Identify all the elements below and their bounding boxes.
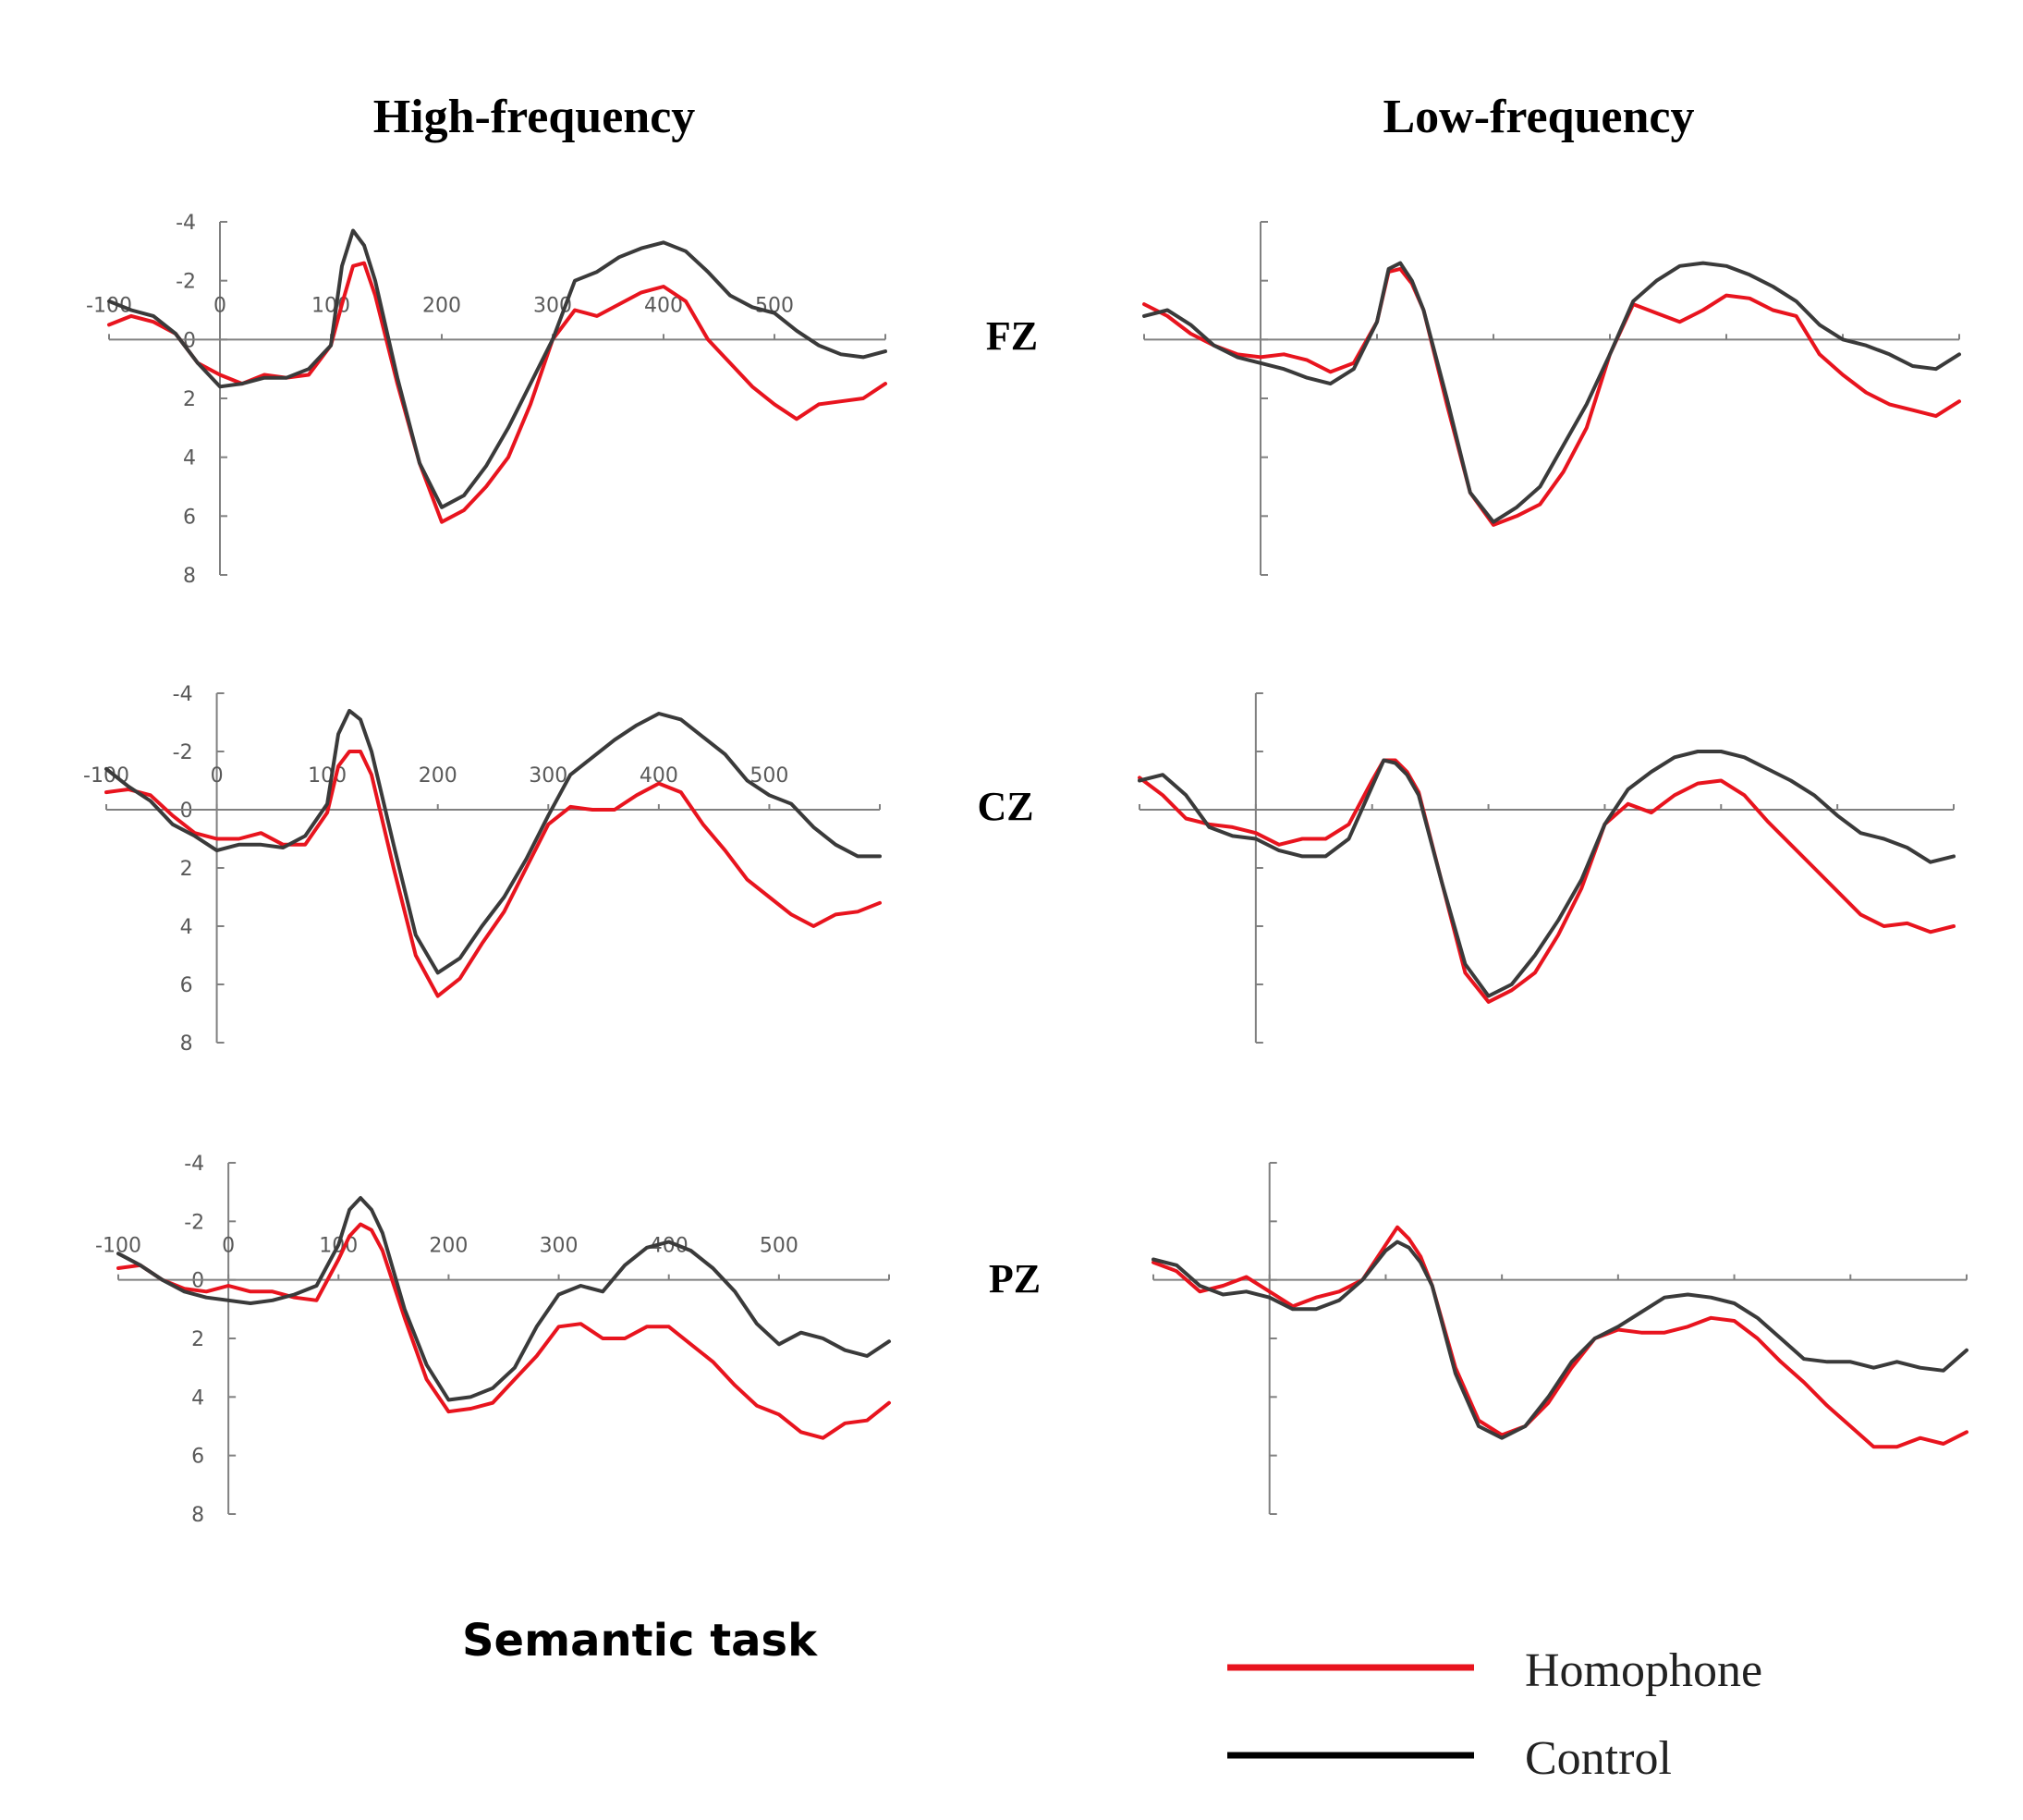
- erp-panel-lf-fz: [1142, 221, 1961, 576]
- series-line-control: [107, 228, 887, 509]
- series-line-homophone: [104, 750, 882, 998]
- y-tick-label: -4: [184, 1153, 204, 1176]
- series-line-control: [1152, 1240, 1968, 1440]
- y-tick-label: 4: [183, 447, 196, 470]
- y-tick-label: -4: [173, 683, 193, 706]
- series-line-homophone: [1142, 266, 1961, 527]
- x-tick-label: 0: [222, 1235, 235, 1258]
- y-tick-label: 4: [180, 916, 193, 939]
- y-tick-label: 6: [180, 974, 193, 997]
- x-tick-label: 0: [213, 294, 226, 317]
- y-tick-label: 2: [180, 858, 193, 881]
- electrode-label-fz: FZ: [986, 313, 1038, 359]
- legend: Homophone Control: [1227, 1644, 1762, 1785]
- y-tick-label: 8: [183, 565, 196, 588]
- series-line-control: [116, 1196, 891, 1402]
- legend-label-control: Control: [1525, 1732, 1672, 1785]
- series-line-homophone: [1152, 1225, 1968, 1449]
- x-tick-label: 200: [429, 1235, 468, 1258]
- y-tick-label: 8: [191, 1504, 204, 1527]
- column-title-low-frequency: Low-frequency: [1383, 91, 1694, 143]
- y-tick-label: 6: [183, 506, 196, 529]
- y-tick-label: -2: [176, 271, 196, 294]
- y-tick-label: 4: [191, 1386, 204, 1410]
- x-tick-label: 0: [211, 764, 224, 788]
- series-line-homophone: [1138, 758, 1956, 1004]
- y-tick-label: 6: [191, 1446, 204, 1469]
- x-tick-label: 300: [529, 764, 567, 788]
- x-tick-label: 100: [308, 764, 347, 788]
- y-tick-label: 2: [183, 388, 196, 411]
- erp-panel-lf-cz: [1138, 692, 1956, 1044]
- y-tick-label: -2: [173, 741, 193, 764]
- x-tick-label: 500: [749, 764, 788, 788]
- x-tick-label: 500: [760, 1235, 798, 1258]
- legend-label-homophone: Homophone: [1525, 1644, 1762, 1697]
- series-line-control: [1142, 261, 1961, 524]
- x-tick-label: 200: [422, 294, 461, 317]
- electrode-label-pz: PZ: [989, 1256, 1041, 1301]
- y-tick-label: 2: [191, 1328, 204, 1351]
- figure-caption: Semantic task: [462, 1615, 818, 1667]
- erp-panel-lf-pz: [1152, 1162, 1968, 1515]
- electrode-label-cz: CZ: [977, 784, 1033, 829]
- series-line-control: [104, 708, 882, 975]
- y-tick-label: -4: [176, 212, 196, 235]
- column-title-high-frequency: High-frequency: [373, 91, 696, 143]
- y-tick-label: -2: [184, 1211, 204, 1234]
- y-tick-label: 0: [191, 1270, 204, 1293]
- series-line-control: [1138, 750, 1956, 998]
- x-tick-label: 400: [644, 294, 683, 317]
- y-tick-label: 8: [180, 1032, 193, 1056]
- y-tick-label: 0: [180, 800, 193, 823]
- series-line-homophone: [116, 1222, 891, 1440]
- x-tick-label: 200: [419, 764, 457, 788]
- x-tick-label: 300: [540, 1235, 579, 1258]
